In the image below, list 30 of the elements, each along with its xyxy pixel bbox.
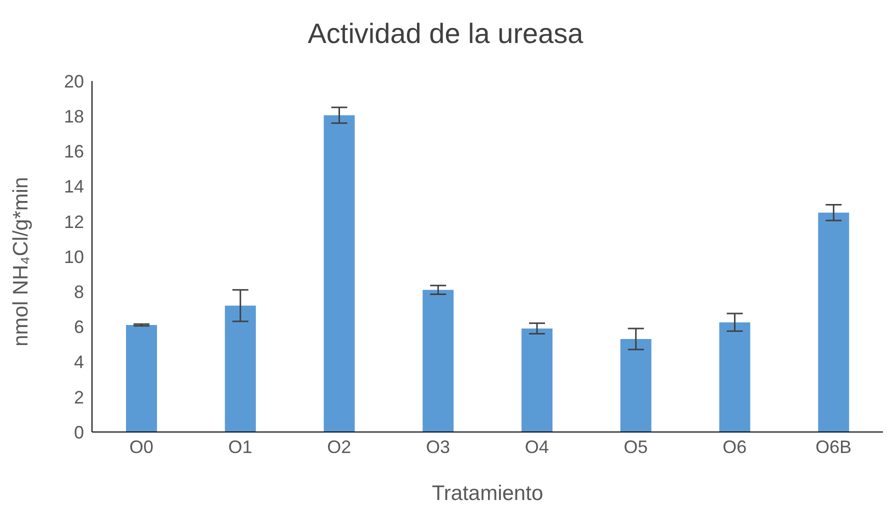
y-tick-label: 14: [64, 176, 84, 197]
x-tick-label: O2: [327, 436, 352, 457]
x-tick-label: O4: [524, 436, 549, 457]
x-tick-label: O3: [426, 436, 450, 457]
y-tick-label: 6: [74, 317, 84, 338]
bar: [818, 212, 850, 432]
bar: [522, 328, 552, 432]
x-tick-label: O6: [722, 436, 747, 457]
bar: [324, 115, 355, 432]
bar: [224, 306, 256, 432]
y-tick-label: 12: [64, 212, 84, 232]
y-tick-label: 0: [74, 422, 84, 442]
y-tick-label: 10: [64, 246, 84, 267]
y-tick-label: 18: [64, 106, 84, 126]
x-axis-title: Tratamiento: [432, 482, 544, 505]
y-tick-label: 4: [74, 352, 84, 372]
x-tick-label: O5: [624, 436, 648, 457]
y-tick-label: 16: [64, 142, 84, 162]
chart-title: Actividad de la ureasa: [306, 18, 584, 50]
y-tick-label: 20: [64, 71, 84, 92]
x-tick-label: O6B: [816, 436, 852, 457]
y-tick-label: 8: [74, 282, 84, 302]
x-tick-label: O0: [129, 436, 154, 457]
bar: [422, 290, 454, 432]
y-tick-label: 2: [74, 387, 84, 408]
bar: [620, 338, 652, 432]
bar: [126, 324, 157, 432]
y-axis-title: nmol NH₄Cl/g*min: [9, 176, 32, 346]
bar: [719, 322, 750, 432]
x-tick-label: O1: [228, 436, 252, 457]
